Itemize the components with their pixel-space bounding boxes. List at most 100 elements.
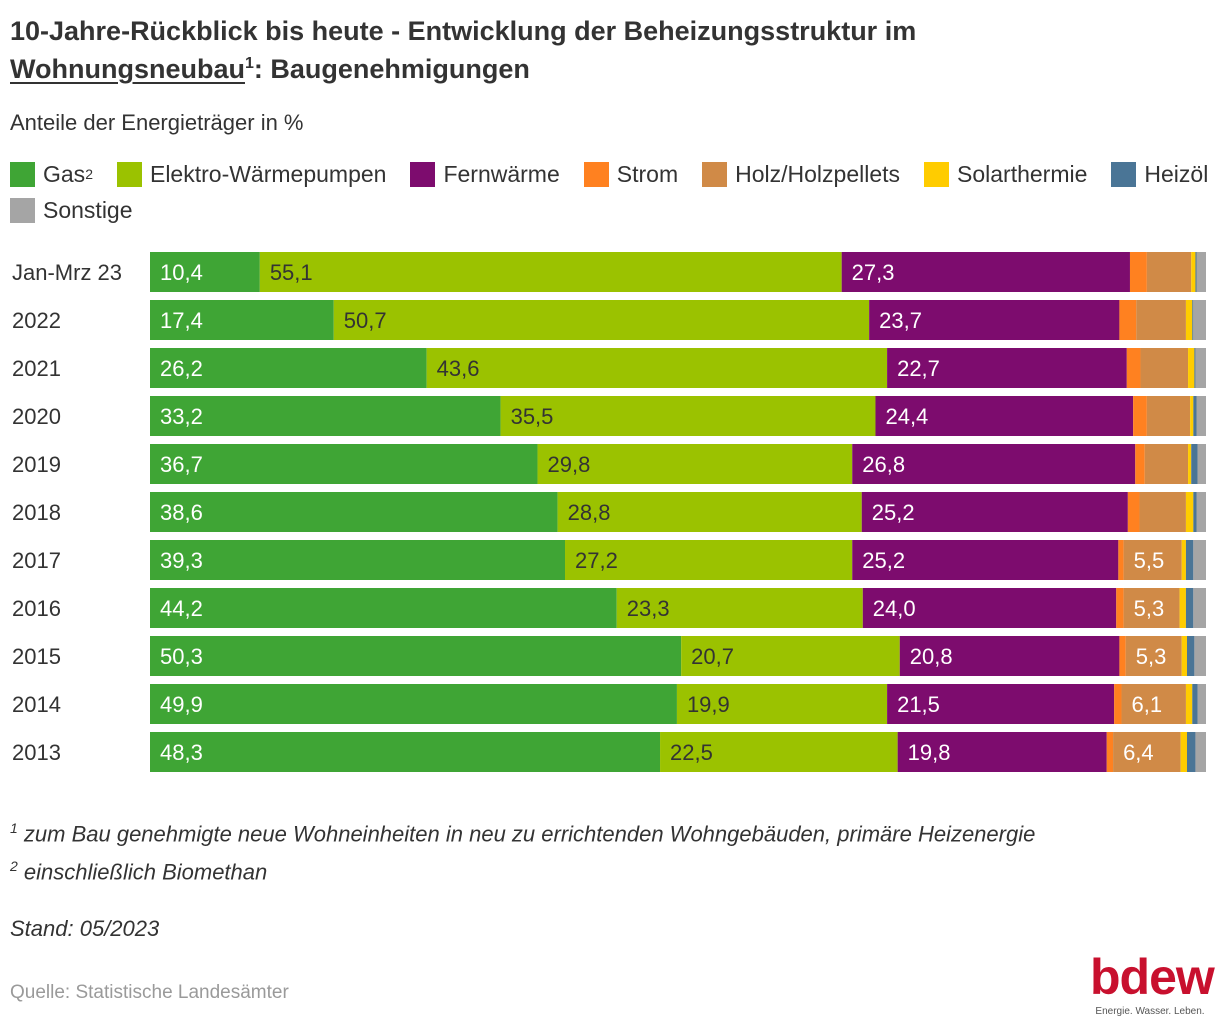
bar-segment-elektro-wärmepumpen bbox=[676, 684, 888, 724]
bar-segment-strom bbox=[1116, 588, 1124, 628]
legend-swatch bbox=[583, 161, 609, 187]
bar-segment-sonstige bbox=[1193, 540, 1206, 580]
bar-segment-holz-holzpellets bbox=[1140, 348, 1189, 388]
data-label: 6,1 bbox=[1132, 692, 1163, 717]
data-label: 50,3 bbox=[160, 644, 203, 669]
bar-segment-sonstige bbox=[1197, 684, 1206, 724]
bar-segment-holz-holzpellets bbox=[1139, 492, 1186, 532]
legend-swatch bbox=[116, 161, 142, 187]
bar-row: 2019 36,7 29,8 26,8 bbox=[12, 444, 1206, 484]
bar-segment-fernwärme bbox=[869, 300, 1120, 340]
bar-segment-solarthermie bbox=[1190, 396, 1194, 436]
bar-segment-holz-holzpellets bbox=[1146, 252, 1192, 292]
legend-label: Fernwärme bbox=[443, 160, 560, 187]
data-label: 24,4 bbox=[885, 404, 928, 429]
data-label: 36,7 bbox=[160, 452, 203, 477]
category-label: 2016 bbox=[12, 596, 61, 621]
bar-segment-sonstige bbox=[1194, 636, 1206, 676]
bar-segment-fernwärme bbox=[887, 684, 1115, 724]
bar-row: 2018 38,6 28,8 25,2 bbox=[12, 492, 1206, 532]
data-label: 39,3 bbox=[160, 548, 203, 573]
data-label: 19,9 bbox=[687, 692, 730, 717]
bar-segment-fernwärme bbox=[861, 492, 1128, 532]
data-label: 20,7 bbox=[691, 644, 734, 669]
bar-segment-solarthermie bbox=[1180, 732, 1187, 772]
bar-segment-holz-holzpellets bbox=[1136, 300, 1186, 340]
legend-label: Holz/Holzpellets bbox=[735, 160, 901, 187]
legend-item-solarthermie: Solarthermie bbox=[924, 158, 1087, 190]
bar-segment-fernwärme bbox=[887, 348, 1127, 388]
bar-row: 2016 44,2 23,3 24,0 5,3 bbox=[12, 588, 1206, 628]
data-label: 5,3 bbox=[1136, 644, 1167, 669]
bar-segment-holz-holzpellets bbox=[1123, 588, 1180, 628]
data-label: 50,7 bbox=[344, 308, 387, 333]
bar-segment-fernwärme bbox=[841, 252, 1130, 292]
data-label: 25,2 bbox=[862, 548, 905, 573]
data-label: 48,3 bbox=[160, 740, 203, 765]
data-label: 38,6 bbox=[160, 500, 203, 525]
bar-segment-solarthermie bbox=[1191, 252, 1196, 292]
category-label: 2013 bbox=[12, 740, 61, 765]
bar-segment-elektro-wärmepumpen bbox=[500, 396, 876, 436]
data-source: Quelle: Statistische Landesämter bbox=[10, 982, 289, 1003]
bdew-logo-wordmark: bdew bbox=[1090, 949, 1215, 1005]
legend-swatch bbox=[924, 161, 950, 187]
bar-segment-heizöl bbox=[1191, 444, 1198, 484]
bar-segment-heizöl bbox=[1194, 348, 1196, 388]
bar-segment-solarthermie bbox=[1185, 684, 1193, 724]
bar-segment-fernwärme bbox=[852, 444, 1136, 484]
data-label: 24,0 bbox=[873, 596, 916, 621]
category-label: 2017 bbox=[12, 548, 61, 573]
bar-segment-holz-holzpellets bbox=[1146, 396, 1191, 436]
bar-segment-strom bbox=[1129, 252, 1147, 292]
bar-segment-sonstige bbox=[1193, 300, 1206, 340]
data-label: 28,8 bbox=[568, 500, 611, 525]
bar-segment-heizöl bbox=[1186, 732, 1196, 772]
data-label: 27,3 bbox=[852, 260, 895, 285]
bar-row: Jan-Mrz 23 10,4 55,1 27,3 bbox=[12, 252, 1206, 292]
bar-segment-holz-holzpellets bbox=[1144, 444, 1189, 484]
bar-row: 2014 49,9 19,9 21,5 6,1 bbox=[12, 684, 1206, 724]
bar-segment-elektro-wärmepumpen bbox=[537, 444, 853, 484]
bar-segment-elektro-wärmepumpen bbox=[681, 636, 900, 676]
footnotes: 1 zum Bau genehmigte neue Wohneinheiten … bbox=[10, 812, 1035, 889]
bar-segment-strom bbox=[1119, 636, 1126, 676]
bar-segment-strom bbox=[1119, 300, 1137, 340]
bar-segment-solarthermie bbox=[1181, 636, 1187, 676]
legend-label: Elektro-Wärmepumpen bbox=[149, 160, 387, 187]
bar-segment-strom bbox=[1133, 396, 1147, 436]
category-label: Jan-Mrz 23 bbox=[12, 260, 122, 285]
data-label: 26,8 bbox=[862, 452, 905, 477]
footnote-1-marker: 1 bbox=[10, 820, 18, 836]
legend-label: Heizöl bbox=[1144, 160, 1209, 187]
footnote-2: 2 einschließlich Biomethan bbox=[10, 850, 1035, 888]
bar-segment-elektro-wärmepumpen bbox=[259, 252, 842, 292]
bar-segment-sonstige bbox=[1195, 348, 1206, 388]
data-label: 20,8 bbox=[910, 644, 953, 669]
chart-title-rest: : Baugenehmigungen bbox=[253, 54, 530, 84]
bar-segment-heizöl bbox=[1192, 684, 1198, 724]
bar-segment-elektro-wärmepumpen bbox=[660, 732, 898, 772]
bar-segment-sonstige bbox=[1197, 444, 1206, 484]
footnote-1-text: zum Bau genehmigte neue Wohneinheiten in… bbox=[17, 821, 1036, 847]
data-label: 26,2 bbox=[160, 356, 203, 381]
legend-item-elektro-wärmepumpen: Elektro-Wärmepumpen bbox=[116, 158, 387, 190]
bar-segment-gas bbox=[150, 444, 538, 484]
category-label: 2014 bbox=[12, 692, 61, 717]
bar-segment-heizöl bbox=[1185, 540, 1194, 580]
category-label: 2018 bbox=[12, 500, 61, 525]
data-label: 44,2 bbox=[160, 596, 203, 621]
data-label: 35,5 bbox=[511, 404, 554, 429]
bar-segment-gas bbox=[150, 684, 677, 724]
data-label: 10,4 bbox=[160, 260, 203, 285]
chart-title-underlined: Wohnungsneubau bbox=[10, 54, 245, 84]
bar-segment-gas bbox=[150, 732, 661, 772]
legend-swatch bbox=[10, 197, 35, 223]
bar-row: 2021 26,2 43,6 22,7 bbox=[12, 348, 1206, 388]
bar-segment-strom bbox=[1135, 444, 1145, 484]
bar-segment-holz-holzpellets bbox=[1113, 732, 1181, 772]
footnote-2-marker: 2 bbox=[10, 858, 18, 875]
bar-segment-strom bbox=[1126, 348, 1141, 388]
bar-segment-holz-holzpellets bbox=[1125, 636, 1182, 676]
data-label: 29,8 bbox=[548, 452, 591, 477]
